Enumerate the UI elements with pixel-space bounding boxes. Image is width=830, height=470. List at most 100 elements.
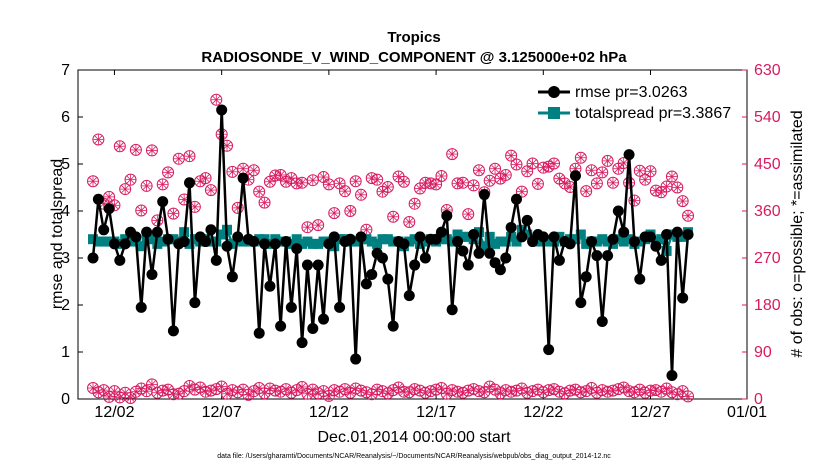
obs-marker-star xyxy=(239,164,247,173)
obs-marker-circle xyxy=(135,204,148,217)
totalspread-point xyxy=(420,236,431,247)
obs-marker-circle xyxy=(231,201,244,214)
rmse-point xyxy=(269,238,281,250)
obs-marker-star xyxy=(678,197,687,205)
obs-marker-star xyxy=(657,387,666,396)
obs-marker-star xyxy=(684,392,692,401)
obs-possible-point xyxy=(510,158,523,171)
obs-possible-point xyxy=(247,164,260,177)
totalspread-point xyxy=(184,238,195,249)
obs-marker-star xyxy=(491,164,499,173)
legend-spread-marker xyxy=(548,107,560,119)
y-right-tick-label: 540 xyxy=(754,109,781,126)
totalspread-point xyxy=(484,231,495,242)
obs-possible-point xyxy=(140,179,153,192)
rmse-point xyxy=(162,233,174,245)
rmse-point xyxy=(344,233,356,245)
rmse-point xyxy=(650,240,662,252)
totalspread-point xyxy=(334,234,345,245)
y-axis-label-left: rmse and totalspread xyxy=(49,159,66,309)
obs-marker-star xyxy=(389,212,398,221)
obs-marker-star xyxy=(646,167,655,176)
obs-marker-circle xyxy=(119,183,132,196)
x-ticks: 12/02 12/07 12/12 12/17 12/22 12/27 01/01 xyxy=(94,70,767,421)
obs-possible-point xyxy=(183,150,196,163)
legend-rmse-marker xyxy=(548,86,560,98)
rmse-point xyxy=(350,353,362,365)
obs-marker-star xyxy=(566,183,574,191)
obs-marker-star xyxy=(319,387,328,395)
obs-possible-point xyxy=(296,176,309,189)
rmse-series xyxy=(87,104,694,381)
obs-marker-circle xyxy=(548,157,561,170)
obs-marker-star xyxy=(619,159,628,167)
rmse-point xyxy=(312,259,324,271)
obs-marker-circle xyxy=(596,166,609,179)
y-right-tick-label: 270 xyxy=(754,250,781,267)
obs-possible-point xyxy=(580,185,593,198)
x-tick-label: 12/22 xyxy=(523,404,563,421)
y-right-tick-label: 360 xyxy=(754,203,781,220)
obs-possible-point xyxy=(387,210,400,223)
totalspread-point xyxy=(302,236,313,247)
totalspread-point xyxy=(404,236,415,247)
rmse-point xyxy=(435,226,447,238)
obs-marker-star xyxy=(196,177,205,186)
totalspread-point xyxy=(146,234,157,245)
x-tick-label: 12/02 xyxy=(94,404,134,421)
obs-marker-star xyxy=(244,391,253,399)
rmse-point xyxy=(221,240,233,252)
obs-possible-point xyxy=(135,204,148,217)
rmse-point xyxy=(414,231,426,243)
rmse-point xyxy=(666,370,678,381)
totalspread-point xyxy=(291,234,302,245)
obs-marker-circle xyxy=(574,151,587,164)
rmse-point xyxy=(478,189,490,201)
obs-marker-circle xyxy=(226,165,239,178)
rmse-point xyxy=(564,238,576,250)
obs-possible-point xyxy=(312,219,325,232)
obs-possible-point xyxy=(237,162,250,175)
rmse-point xyxy=(366,268,378,280)
totalspread-point xyxy=(238,236,249,247)
obs-marker-circle xyxy=(204,184,217,197)
obs-marker-circle xyxy=(92,133,105,146)
obs-marker-star xyxy=(678,387,687,395)
rmse-point xyxy=(103,203,115,215)
obs-possible-point xyxy=(446,148,459,161)
rmse-point xyxy=(537,231,549,243)
totalspread-point xyxy=(377,234,388,245)
rmse-point xyxy=(516,231,528,243)
obs-assimilated-point xyxy=(296,380,309,393)
obs-marker-circle xyxy=(682,209,695,222)
obs-possible-point xyxy=(333,177,346,190)
obs-marker-star xyxy=(560,179,569,188)
obs-possible-point xyxy=(103,190,116,203)
obs-assimilated-point xyxy=(440,387,453,400)
obs-marker-star xyxy=(448,150,456,158)
totalspread-point xyxy=(286,238,297,249)
totalspread-point xyxy=(125,236,136,247)
obs-possible-point xyxy=(355,188,368,201)
obs-assimilated-point xyxy=(140,385,153,398)
totalspread-point xyxy=(216,229,227,240)
obs-marker-star xyxy=(255,187,264,196)
rmse-point xyxy=(130,231,142,243)
totalspread-point xyxy=(227,238,238,249)
obs-marker-star xyxy=(346,388,355,397)
obs-marker-star xyxy=(362,225,371,234)
rmse-point xyxy=(253,327,265,339)
obs-marker-circle xyxy=(489,162,502,175)
totalspread-point xyxy=(409,234,420,245)
obs-marker-star xyxy=(635,166,644,175)
y-ticks-left: 0 1 2 3 4 5 6 7 xyxy=(61,62,83,408)
obs-marker-star xyxy=(223,389,231,398)
totalspread-point xyxy=(656,234,667,245)
obs-possible-point xyxy=(606,176,619,189)
obs-marker-circle xyxy=(408,197,421,210)
obs-marker-circle xyxy=(258,196,271,209)
obs-marker-star xyxy=(308,176,317,185)
x-axis-label: Dec.01,2014 00:00:00 start xyxy=(317,429,511,446)
rmse-point xyxy=(237,172,249,184)
obs-marker-star xyxy=(89,384,97,392)
